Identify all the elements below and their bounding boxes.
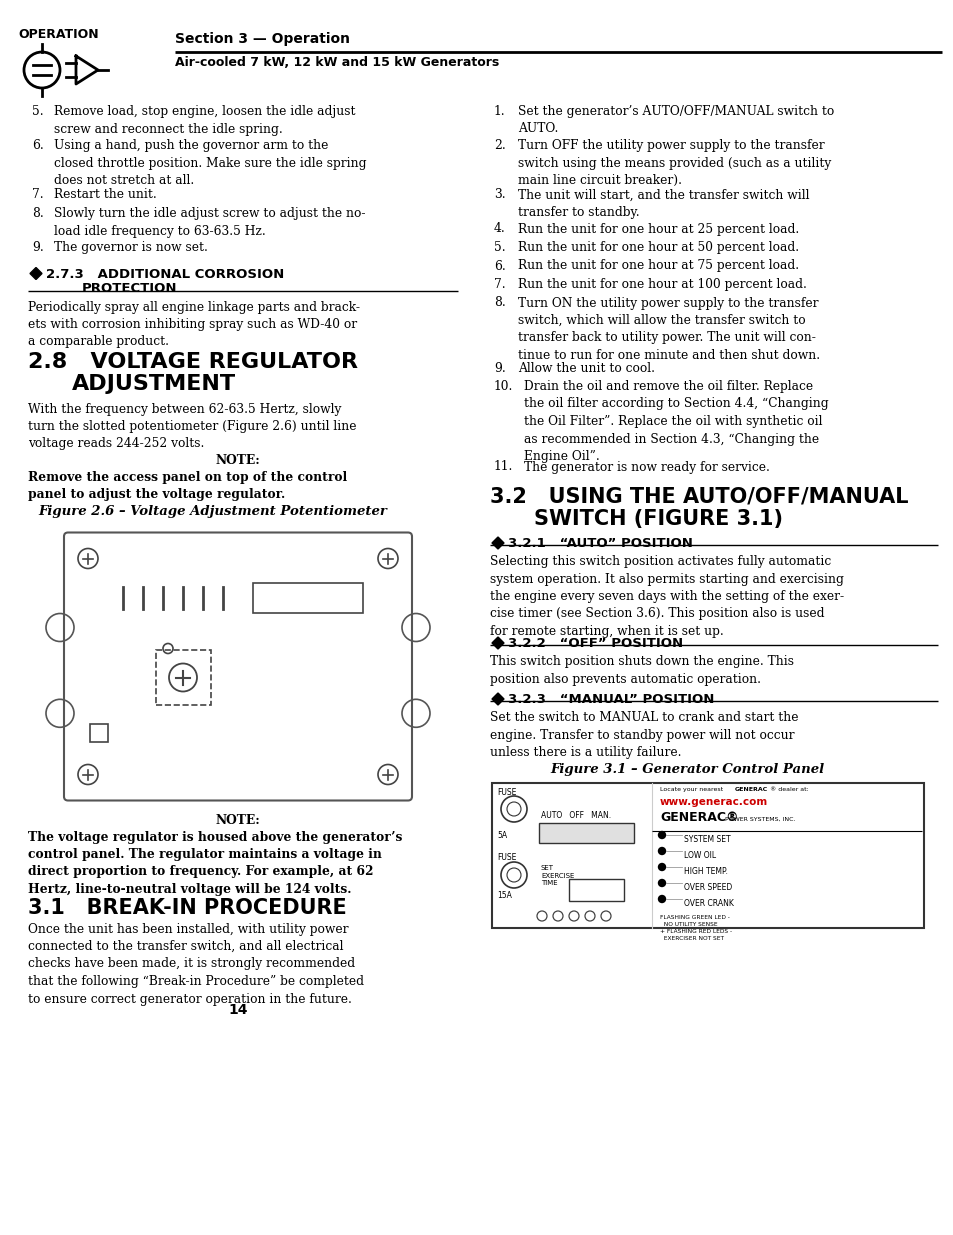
Text: This switch position shuts down the engine. This
position also prevents automati: This switch position shuts down the engi… xyxy=(490,655,793,685)
Text: 8.: 8. xyxy=(494,296,505,310)
Text: Run the unit for one hour at 25 percent load.: Run the unit for one hour at 25 percent … xyxy=(517,222,799,236)
Text: Once the unit has been installed, with utility power
connected to the transfer s: Once the unit has been installed, with u… xyxy=(28,923,364,1005)
Text: Slowly turn the idle adjust screw to adjust the no-
load idle frequency to 63-63: Slowly turn the idle adjust screw to adj… xyxy=(54,207,365,237)
Text: 3.2.1   “AUTO” POSITION: 3.2.1 “AUTO” POSITION xyxy=(507,537,692,550)
Bar xyxy=(538,823,634,844)
Text: OVER CRANK: OVER CRANK xyxy=(683,899,733,908)
Text: 6.: 6. xyxy=(32,140,44,152)
Bar xyxy=(90,724,108,741)
Text: HIGH TEMP.: HIGH TEMP. xyxy=(683,867,727,876)
Text: The unit will start, and the transfer switch will
transfer to standby.: The unit will start, and the transfer sw… xyxy=(517,189,809,219)
Text: 5A: 5A xyxy=(497,831,507,840)
Text: EXERCISER NOT SET: EXERCISER NOT SET xyxy=(659,936,723,941)
Text: ® dealer at:: ® dealer at: xyxy=(769,787,808,792)
Text: SYSTEM SET: SYSTEM SET xyxy=(683,835,730,844)
Text: Remove load, stop engine, loosen the idle adjust
screw and reconnect the idle sp: Remove load, stop engine, loosen the idl… xyxy=(54,105,355,136)
Polygon shape xyxy=(492,693,503,705)
Text: PROTECTION: PROTECTION xyxy=(82,283,177,295)
Text: The governor is now set.: The governor is now set. xyxy=(54,241,208,254)
Text: Figure 2.6 – Voltage Adjustment Potentiometer: Figure 2.6 – Voltage Adjustment Potentio… xyxy=(38,505,387,517)
Text: 3.2.2   “OFF” POSITION: 3.2.2 “OFF” POSITION xyxy=(507,637,682,650)
Text: 15A: 15A xyxy=(497,890,512,900)
Circle shape xyxy=(658,879,665,887)
Polygon shape xyxy=(492,637,503,650)
Text: 7.: 7. xyxy=(32,189,44,201)
Polygon shape xyxy=(30,268,42,279)
Bar xyxy=(492,783,923,927)
Bar xyxy=(156,650,211,704)
Text: Run the unit for one hour at 50 percent load.: Run the unit for one hour at 50 percent … xyxy=(517,241,799,254)
Text: Turn OFF the utility power supply to the transfer
switch using the means provide: Turn OFF the utility power supply to the… xyxy=(517,140,830,186)
Text: 2.8   VOLTAGE REGULATOR: 2.8 VOLTAGE REGULATOR xyxy=(28,352,357,373)
Text: www.generac.com: www.generac.com xyxy=(659,797,767,806)
Text: The voltage regulator is housed above the generator’s
control panel. The regulat: The voltage regulator is housed above th… xyxy=(28,830,402,897)
Text: Run the unit for one hour at 75 percent load.: Run the unit for one hour at 75 percent … xyxy=(517,259,799,273)
Text: FLASHING GREEN LED -: FLASHING GREEN LED - xyxy=(659,915,729,920)
Text: Figure 3.1 – Generator Control Panel: Figure 3.1 – Generator Control Panel xyxy=(550,763,823,776)
Text: Periodically spray all engine linkage parts and brack-
ets with corrosion inhibi: Periodically spray all engine linkage pa… xyxy=(28,300,359,348)
Text: Section 3 — Operation: Section 3 — Operation xyxy=(174,32,350,46)
Text: 5.: 5. xyxy=(32,105,44,119)
Bar xyxy=(568,879,623,902)
Text: SWITCH (FIGURE 3.1): SWITCH (FIGURE 3.1) xyxy=(534,509,782,529)
Text: Run the unit for one hour at 100 percent load.: Run the unit for one hour at 100 percent… xyxy=(517,278,806,291)
Circle shape xyxy=(658,831,665,839)
Text: Set the generator’s AUTO/OFF/MANUAL switch to
AUTO.: Set the generator’s AUTO/OFF/MANUAL swit… xyxy=(517,105,833,136)
Text: 5.: 5. xyxy=(494,241,505,254)
Text: 9.: 9. xyxy=(32,241,44,254)
Text: 3.2   USING THE AUTO/OFF/MANUAL: 3.2 USING THE AUTO/OFF/MANUAL xyxy=(490,487,907,508)
Text: 1.: 1. xyxy=(494,105,505,119)
Text: Locate your nearest: Locate your nearest xyxy=(659,787,724,792)
Text: OVER SPEED: OVER SPEED xyxy=(683,883,732,892)
Text: Remove the access panel on top of the control
panel to adjust the voltage regula: Remove the access panel on top of the co… xyxy=(28,471,347,501)
Text: SET
EXERCISE
TIME: SET EXERCISE TIME xyxy=(540,864,574,885)
Text: GENERAC®: GENERAC® xyxy=(659,811,738,824)
Text: 2.: 2. xyxy=(494,140,505,152)
Text: NO UTILITY SENSE: NO UTILITY SENSE xyxy=(659,923,717,927)
Circle shape xyxy=(658,863,665,871)
Text: Set the switch to MANUAL to crank and start the
engine. Transfer to standby powe: Set the switch to MANUAL to crank and st… xyxy=(490,711,798,760)
Text: 9.: 9. xyxy=(494,362,505,374)
Text: FUSE: FUSE xyxy=(497,853,516,862)
Text: The generator is now ready for service.: The generator is now ready for service. xyxy=(523,461,769,473)
Bar xyxy=(253,583,363,613)
Text: Drain the oil and remove the oil filter. Replace
the oil filter according to Sec: Drain the oil and remove the oil filter.… xyxy=(523,380,828,463)
Text: FUSE: FUSE xyxy=(497,788,516,797)
Text: OPERATION: OPERATION xyxy=(18,28,98,41)
Text: Restart the unit.: Restart the unit. xyxy=(54,189,156,201)
Text: + FLASHING RED LEDS -: + FLASHING RED LEDS - xyxy=(659,929,731,934)
Text: 6.: 6. xyxy=(494,259,505,273)
Text: 3.1   BREAK-IN PROCEDURE: 3.1 BREAK-IN PROCEDURE xyxy=(28,899,346,919)
Text: 2.7.3   ADDITIONAL CORROSION: 2.7.3 ADDITIONAL CORROSION xyxy=(46,268,284,280)
Text: LOW OIL: LOW OIL xyxy=(683,851,716,860)
Text: 7.: 7. xyxy=(494,278,505,291)
Circle shape xyxy=(658,895,665,903)
Text: 3.: 3. xyxy=(494,189,505,201)
Text: Allow the unit to cool.: Allow the unit to cool. xyxy=(517,362,655,374)
Text: Turn ON the utility power supply to the transfer
switch, which will allow the tr: Turn ON the utility power supply to the … xyxy=(517,296,820,362)
Text: 3.2.3   “MANUAL” POSITION: 3.2.3 “MANUAL” POSITION xyxy=(507,693,714,706)
Text: POWER SYSTEMS, INC.: POWER SYSTEMS, INC. xyxy=(724,818,795,823)
FancyBboxPatch shape xyxy=(64,532,412,800)
Text: GENERAC: GENERAC xyxy=(734,787,767,792)
Text: 4.: 4. xyxy=(494,222,505,236)
Text: 10.: 10. xyxy=(494,380,513,393)
Text: 8.: 8. xyxy=(32,207,44,220)
Text: With the frequency between 62-63.5 Hertz, slowly
turn the slotted potentiometer : With the frequency between 62-63.5 Hertz… xyxy=(28,403,356,451)
Text: Air-cooled 7 kW, 12 kW and 15 kW Generators: Air-cooled 7 kW, 12 kW and 15 kW Generat… xyxy=(174,56,498,69)
Text: NOTE:: NOTE: xyxy=(215,454,260,468)
Polygon shape xyxy=(492,537,503,550)
Text: Using a hand, push the governor arm to the
closed throttle position. Make sure t: Using a hand, push the governor arm to t… xyxy=(54,140,366,186)
Text: 14: 14 xyxy=(228,1003,248,1016)
Text: 11.: 11. xyxy=(494,461,513,473)
Text: AUTO   OFF   MAN.: AUTO OFF MAN. xyxy=(540,811,611,820)
Circle shape xyxy=(658,847,665,855)
Text: ADJUSTMENT: ADJUSTMENT xyxy=(71,374,236,394)
Text: NOTE:: NOTE: xyxy=(215,815,260,827)
Text: Selecting this switch position activates fully automatic
system operation. It al: Selecting this switch position activates… xyxy=(490,555,843,638)
